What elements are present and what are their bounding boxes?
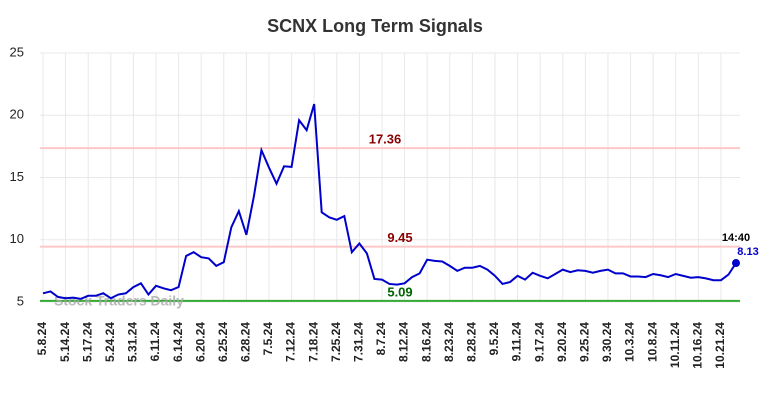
x-tick-label: 9.30.24: [600, 322, 614, 362]
y-tick-label: 25: [10, 44, 24, 59]
x-tick-label: 7.18.24: [306, 322, 320, 362]
x-tick-label: 10.11.24: [668, 322, 682, 368]
x-tick-label: 10.3.24: [623, 322, 637, 362]
x-tick-label: 7.12.24: [284, 322, 298, 362]
x-tick-label: 5.8.24: [35, 322, 49, 356]
x-tick-label: 6.28.24: [239, 322, 253, 362]
x-tick-label: 8.7.24: [374, 322, 388, 356]
x-tick-label: 5.24.24: [103, 322, 117, 362]
signal-label: 17.36: [369, 132, 402, 147]
x-tick-label: 9.20.24: [555, 322, 569, 362]
x-tick-label: 8.12.24: [397, 322, 411, 362]
y-tick-label: 20: [10, 107, 24, 122]
x-tick-label: 6.14.24: [171, 322, 185, 362]
x-tick-label: 5.31.24: [126, 322, 140, 362]
chart-title: SCNX Long Term Signals: [267, 16, 483, 36]
x-tick-label: 5.14.24: [58, 322, 72, 362]
x-tick-label: 9.5.24: [487, 322, 501, 356]
last-time: 14:40: [722, 232, 750, 244]
last-point: [732, 259, 740, 268]
x-tick-label: 6.25.24: [216, 322, 230, 362]
x-tick-label: 9.25.24: [578, 322, 592, 362]
x-tick-label: 8.23.24: [442, 322, 456, 362]
x-tick-label: 5.17.24: [80, 322, 94, 362]
x-tick-label: 7.5.24: [261, 322, 275, 356]
y-tick-label: 5: [17, 293, 24, 308]
x-tick-label: 10.8.24: [645, 322, 659, 362]
x-tick-label: 8.28.24: [465, 322, 479, 362]
signal-label: 9.45: [387, 230, 412, 245]
x-tick-label: 10.16.24: [691, 322, 705, 369]
x-tick-label: 7.25.24: [329, 322, 343, 362]
x-tick-label: 6.11.24: [148, 322, 162, 362]
series-line: [42, 103, 737, 300]
x-tick-label: 6.20.24: [193, 322, 207, 362]
x-tick-label: 8.16.24: [419, 322, 433, 362]
y-tick-label: 15: [10, 169, 24, 184]
y-tick-label: 10: [10, 231, 24, 246]
signal-label: 5.09: [387, 284, 412, 299]
x-tick-label: 9.11.24: [510, 322, 524, 362]
x-tick-label: 10.21.24: [713, 322, 727, 369]
last-value: 8.13: [737, 246, 758, 258]
x-tick-label: 9.17.24: [532, 322, 546, 362]
x-tick-label: 7.31.24: [352, 322, 366, 362]
